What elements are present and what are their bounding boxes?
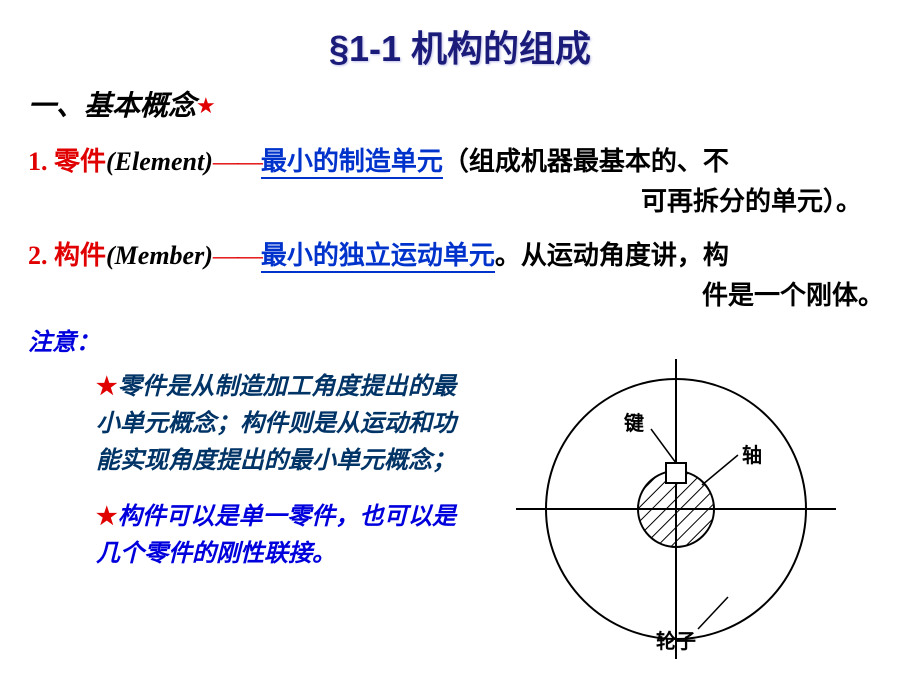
item-number: 1. (28, 147, 48, 176)
lower-row: ★零件是从制造加工角度提出的最小单元概念；构件则是从运动和功能实现角度提出的最小… (28, 369, 892, 573)
diagram-label-key: 键 (624, 407, 644, 436)
slide-content: 一、基本概念★ 1. 零件(Element)——最小的制造单元（组成机器最基本的… (0, 72, 920, 573)
item-number: 2. (28, 241, 48, 270)
definition-underline: 最小的独立运动单元 (261, 241, 495, 273)
definition-rest: （组成机器最基本的、不 (443, 147, 729, 176)
note-label: 注意： (28, 322, 892, 357)
definition-tail: 件是一个刚体。 (28, 275, 892, 312)
note-text: 构件可以是单一零件，也可以是几个零件的刚性联接。 (96, 504, 456, 567)
note-2: ★构件可以是单一零件，也可以是几个零件的刚性联接。 (96, 499, 456, 573)
dash: —— (213, 147, 261, 176)
star-icon: ★ (96, 374, 118, 400)
star-icon: ★ (196, 93, 216, 118)
list-item-1: 1. 零件(Element)——最小的制造单元（组成机器最基本的、不 (28, 142, 892, 181)
definition-underline: 最小的制造单元 (261, 147, 443, 179)
definition-tail: 可再拆分的单元）。 (28, 181, 892, 218)
star-icon: ★ (96, 504, 118, 530)
dash: —— (213, 241, 261, 270)
notes-column: ★零件是从制造加工角度提出的最小单元概念；构件则是从运动和功能实现角度提出的最小… (96, 369, 456, 573)
list-item-2: 2. 构件(Member)——最小的独立运动单元。从运动角度讲，构 (28, 236, 892, 275)
section-heading: 一、基本概念 (28, 91, 196, 122)
diagram-label-wheel: 轮子 (656, 625, 696, 654)
wheel-diagram: 键 轴 轮子 (456, 369, 892, 573)
section-heading-row: 一、基本概念★ (28, 84, 892, 124)
diagram-label-shaft: 轴 (742, 439, 762, 468)
slide-title: §1-1 机构的组成 (0, 0, 920, 72)
term-cn: 构件 (54, 241, 106, 270)
term-en: (Member) (106, 241, 213, 270)
definition-rest: 。从运动角度讲，构 (495, 241, 729, 270)
note-1: ★零件是从制造加工角度提出的最小单元概念；构件则是从运动和功能实现角度提出的最小… (96, 369, 456, 481)
note-text: 零件是从制造加工角度提出的最小单元概念；构件则是从运动和功能实现角度提出的最小单… (96, 374, 456, 474)
term-en: (Element) (106, 147, 213, 176)
term-cn: 零件 (54, 147, 106, 176)
